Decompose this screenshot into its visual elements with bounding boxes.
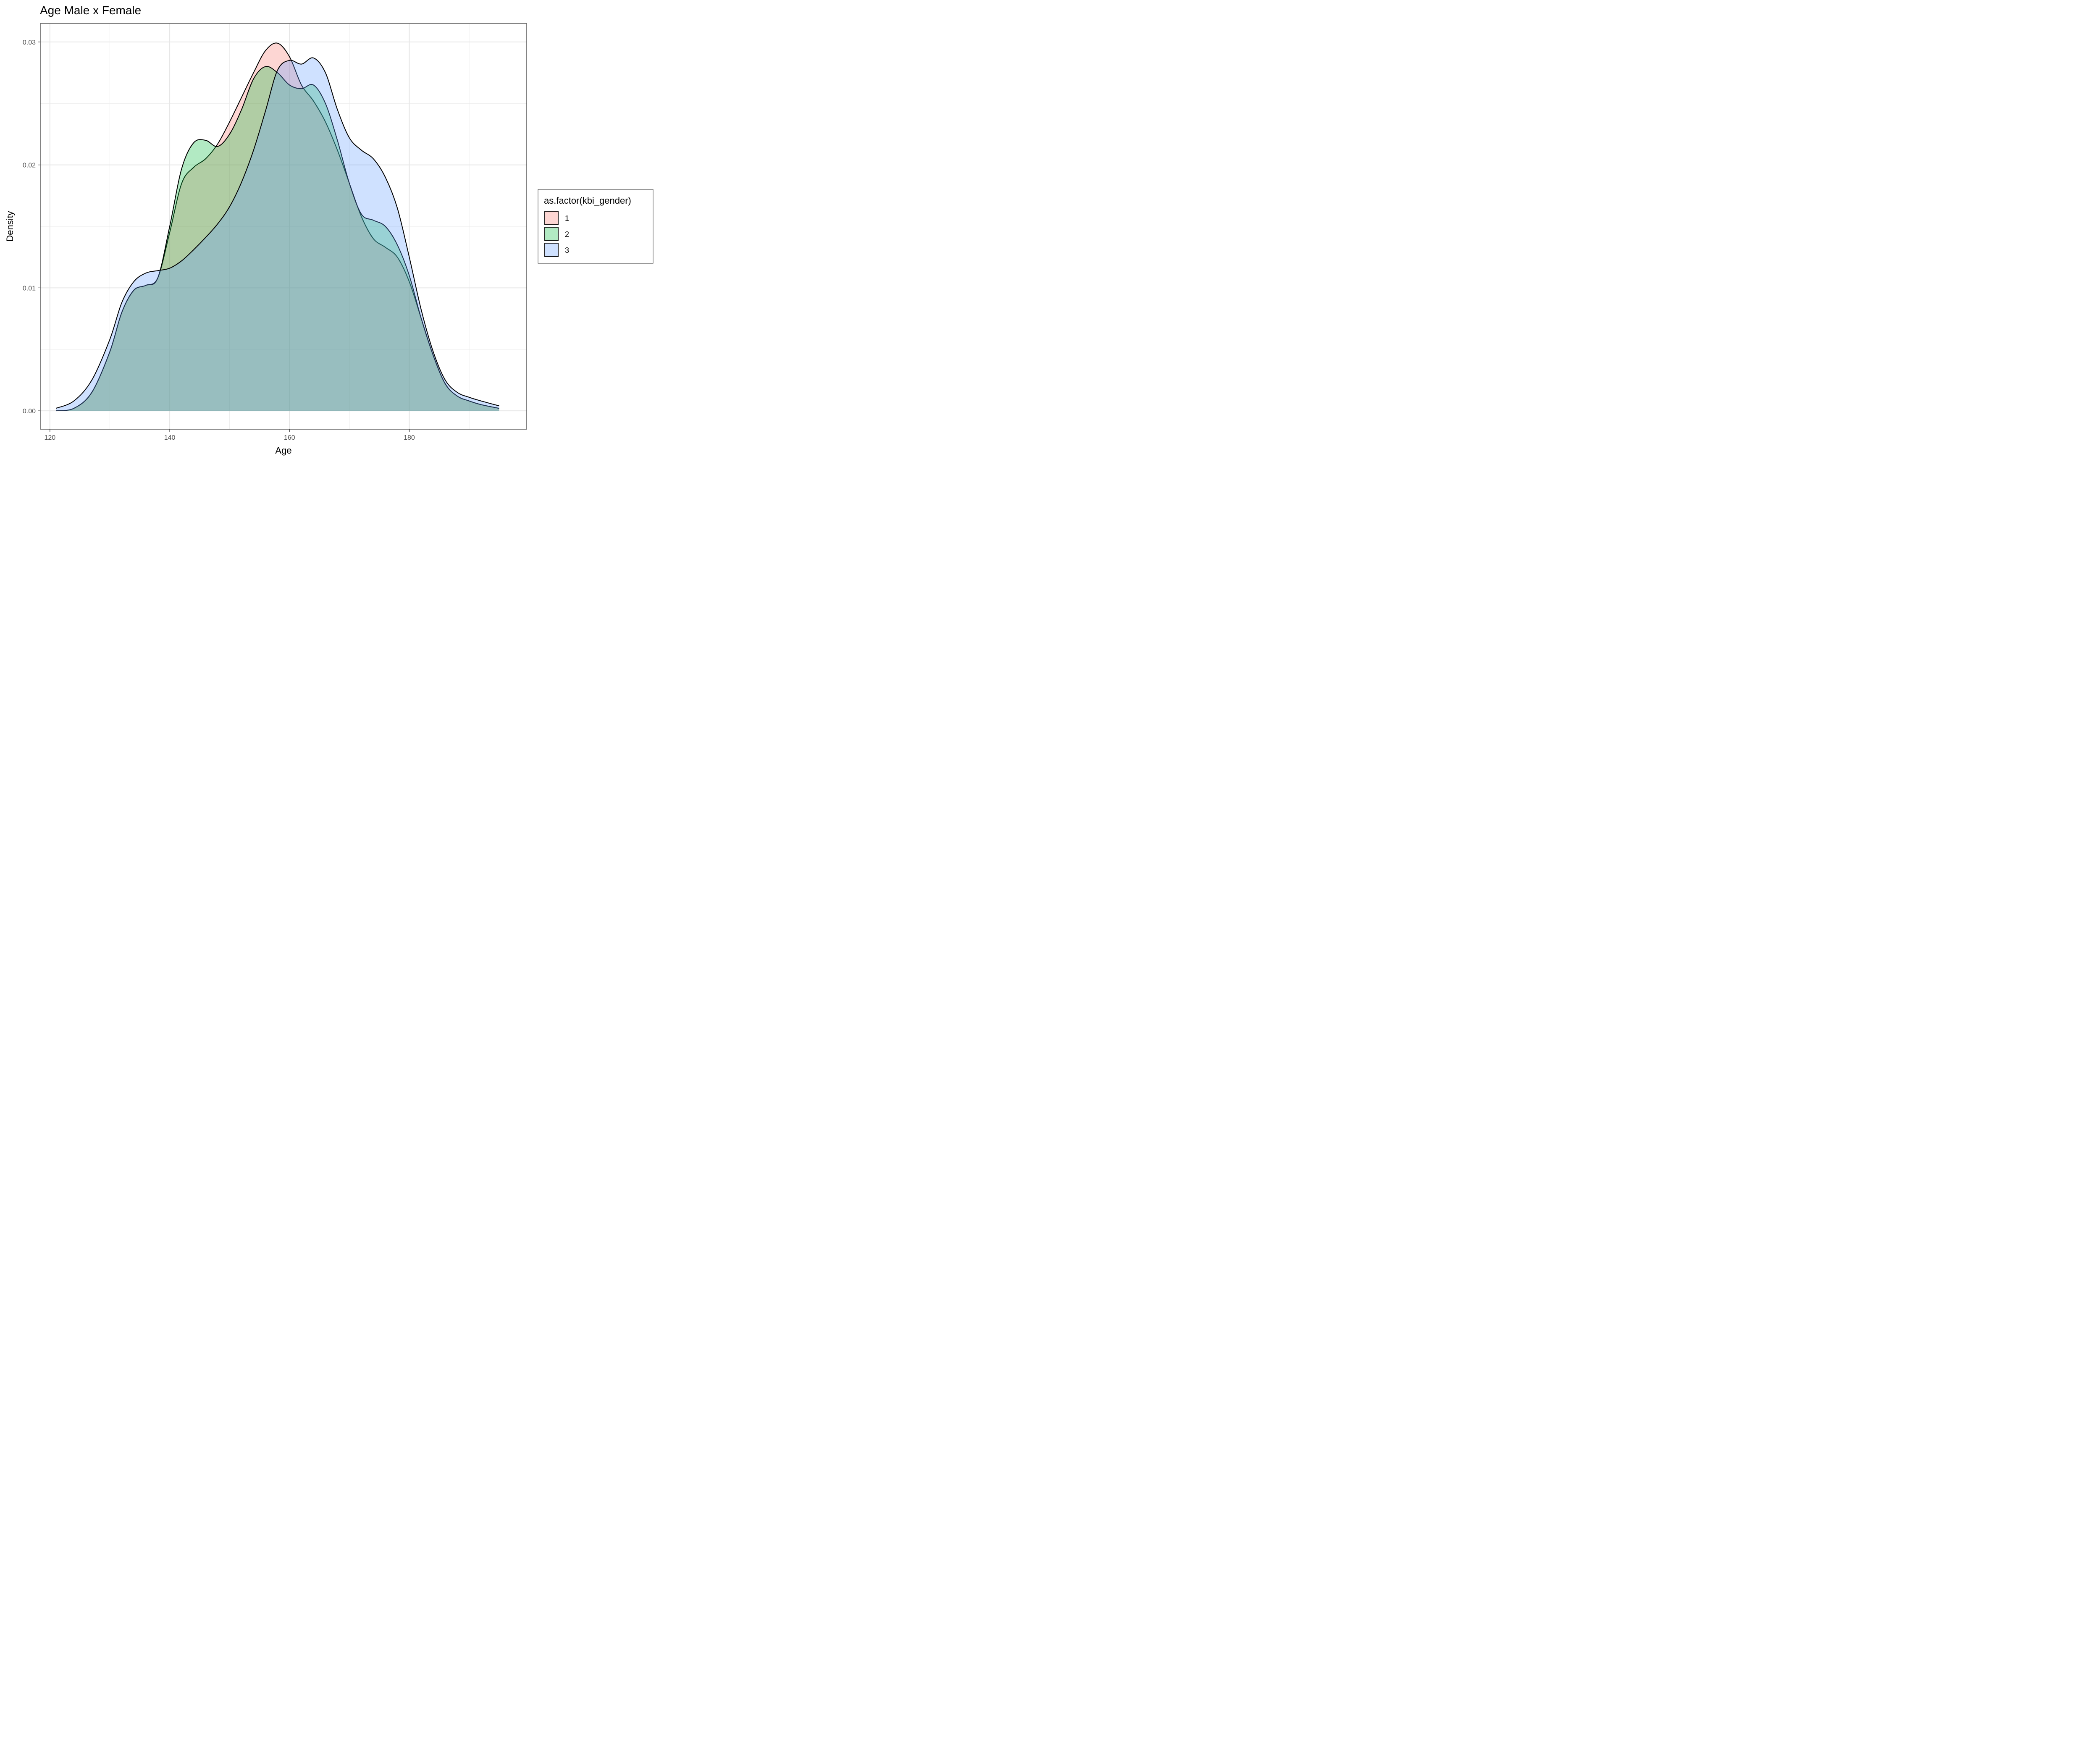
x-tick-label: 120: [44, 434, 55, 441]
chart-page: Age Male x Female 120 140 160 180 0.00 0.01 0…: [0, 0, 659, 461]
x-tick-label: 140: [164, 434, 176, 441]
legend-label-1: 1: [565, 214, 569, 223]
minor-gridlines: [40, 24, 527, 429]
legend-label-3: 3: [565, 246, 569, 255]
legend-key-bg: [544, 211, 559, 225]
density-area-1: [56, 43, 499, 411]
x-tick-label: 160: [284, 434, 295, 441]
y-axis-title: Density: [5, 211, 15, 242]
legend-swatch-1: [544, 211, 559, 225]
density-area-3: [56, 58, 499, 411]
density-line-2: [55, 66, 499, 412]
density-series: [55, 42, 499, 412]
density-area-2: [56, 66, 499, 411]
y-tick-label: 0.00: [23, 408, 36, 415]
legend-swatch-2: [544, 227, 559, 241]
legend: as.factor(kbi_gender) 1 2 3: [538, 189, 654, 264]
y-axis: 0.00 0.01 0.02 0.03: [23, 39, 40, 415]
y-tick-label: 0.03: [23, 39, 36, 46]
y-tick-label: 0.02: [23, 162, 36, 169]
y-tick-label: 0.01: [23, 285, 36, 292]
legend-label-2: 2: [565, 230, 569, 239]
density-chart: Age Male x Female 120 140 160 180 0.000.010…: [0, 0, 659, 461]
x-axis-title: Age: [275, 445, 291, 456]
density-line-3: [55, 57, 499, 409]
legend-key-bg: [544, 227, 559, 241]
plot-panel-border: [40, 23, 527, 430]
legend-swatch-3: [544, 243, 559, 257]
x-axis: 120 140 160 180: [44, 429, 415, 441]
major-gridlines: [40, 24, 527, 429]
legend-title: as.factor(kbi_gender): [544, 195, 631, 206]
x-tick-label: 180: [404, 434, 415, 441]
chart-title: Age Male x Female: [40, 4, 141, 17]
legend-key-bg: [544, 243, 559, 257]
